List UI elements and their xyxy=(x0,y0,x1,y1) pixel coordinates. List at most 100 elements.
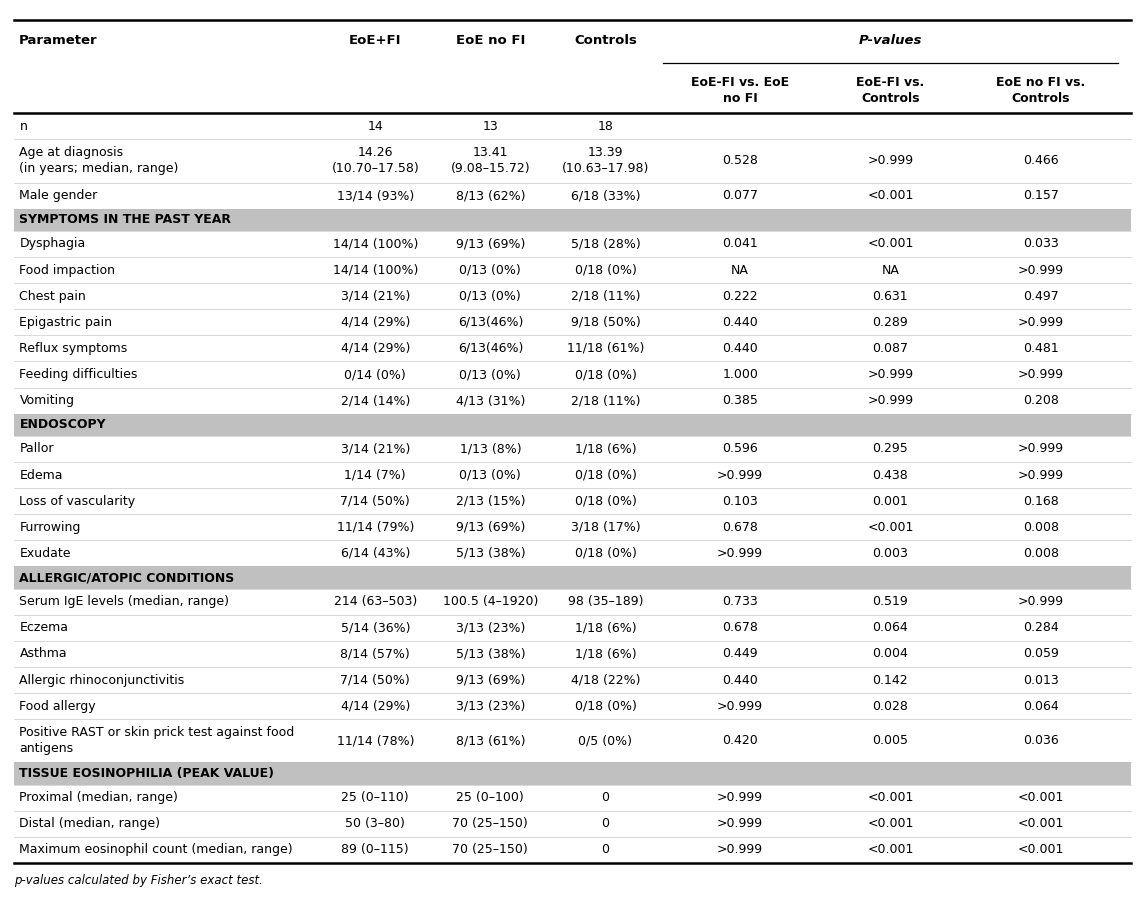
Bar xyxy=(14,488,1131,514)
Text: 0.449: 0.449 xyxy=(722,648,758,660)
Text: 4/14 (29%): 4/14 (29%) xyxy=(340,316,410,329)
Bar xyxy=(14,693,1131,719)
Text: >0.999: >0.999 xyxy=(1018,316,1064,329)
Text: 98 (35–189): 98 (35–189) xyxy=(568,596,643,608)
Text: Edema: Edema xyxy=(19,468,63,482)
Bar xyxy=(14,462,1131,488)
Text: 2/18 (11%): 2/18 (11%) xyxy=(570,394,640,407)
Text: 0.033: 0.033 xyxy=(1022,238,1059,250)
Text: 0.528: 0.528 xyxy=(722,154,758,168)
Text: 0.497: 0.497 xyxy=(1022,290,1059,302)
Text: 1/18 (6%): 1/18 (6%) xyxy=(575,442,637,456)
Text: Reflux symptoms: Reflux symptoms xyxy=(19,342,128,355)
Text: 9/18 (50%): 9/18 (50%) xyxy=(570,316,640,329)
Text: <0.001: <0.001 xyxy=(867,843,914,857)
Text: >0.999: >0.999 xyxy=(717,817,764,831)
Text: 100.5 (4–1920): 100.5 (4–1920) xyxy=(443,596,538,608)
Text: 0.438: 0.438 xyxy=(872,468,908,482)
Text: 0.596: 0.596 xyxy=(722,442,758,456)
Text: 13: 13 xyxy=(482,120,498,133)
Text: 0.028: 0.028 xyxy=(872,700,908,713)
Text: 6/13(46%): 6/13(46%) xyxy=(458,342,523,355)
Text: <0.001: <0.001 xyxy=(1018,791,1064,804)
Text: 0.295: 0.295 xyxy=(872,442,908,456)
Text: 0/14 (0%): 0/14 (0%) xyxy=(345,368,406,381)
Text: 0.440: 0.440 xyxy=(722,342,758,355)
Text: 2/18 (11%): 2/18 (11%) xyxy=(570,290,640,302)
Text: 0.440: 0.440 xyxy=(722,674,758,686)
Text: NA: NA xyxy=(732,264,749,276)
Text: 13.41
(9.08–15.72): 13.41 (9.08–15.72) xyxy=(450,146,530,176)
Text: 0.519: 0.519 xyxy=(872,596,908,608)
Text: 0/18 (0%): 0/18 (0%) xyxy=(575,547,637,560)
Text: 11/18 (61%): 11/18 (61%) xyxy=(567,342,645,355)
Text: 1/13 (8%): 1/13 (8%) xyxy=(459,442,521,456)
Text: 8/13 (61%): 8/13 (61%) xyxy=(456,735,526,747)
Text: EoE+FI: EoE+FI xyxy=(349,34,402,47)
Text: 6/13(46%): 6/13(46%) xyxy=(458,316,523,329)
Bar xyxy=(14,283,1131,309)
Text: 0/18 (0%): 0/18 (0%) xyxy=(575,700,637,713)
Text: 14: 14 xyxy=(368,120,384,133)
Bar xyxy=(14,811,1131,837)
Text: EoE no FI vs.
Controls: EoE no FI vs. Controls xyxy=(996,76,1085,105)
Text: 0/13 (0%): 0/13 (0%) xyxy=(459,290,521,302)
Bar xyxy=(14,436,1131,462)
Text: 4/13 (31%): 4/13 (31%) xyxy=(456,394,526,407)
Text: 0.077: 0.077 xyxy=(722,189,758,202)
Text: 0.208: 0.208 xyxy=(1022,394,1059,407)
Text: 70 (25–150): 70 (25–150) xyxy=(452,817,528,831)
Bar xyxy=(14,231,1131,257)
Text: >0.999: >0.999 xyxy=(717,468,764,482)
Text: 0/13 (0%): 0/13 (0%) xyxy=(459,264,521,276)
Text: <0.001: <0.001 xyxy=(867,238,914,250)
Bar xyxy=(14,614,1131,641)
Text: >0.999: >0.999 xyxy=(868,394,914,407)
Text: Male gender: Male gender xyxy=(19,189,97,202)
Text: 70 (25–150): 70 (25–150) xyxy=(452,843,528,857)
Text: Food impaction: Food impaction xyxy=(19,264,116,276)
Text: TISSUE EOSINOPHILIA (PEAK VALUE): TISSUE EOSINOPHILIA (PEAK VALUE) xyxy=(19,767,275,780)
Bar xyxy=(14,667,1131,693)
Text: 9/13 (69%): 9/13 (69%) xyxy=(456,674,526,686)
Text: Serum IgE levels (median, range): Serum IgE levels (median, range) xyxy=(19,596,229,608)
Text: SYMPTOMS IN THE PAST YEAR: SYMPTOMS IN THE PAST YEAR xyxy=(19,213,231,226)
Text: 0.284: 0.284 xyxy=(1022,622,1059,634)
Text: 14.26
(10.70–17.58): 14.26 (10.70–17.58) xyxy=(331,146,419,176)
Text: 3/13 (23%): 3/13 (23%) xyxy=(456,622,526,634)
Text: 18: 18 xyxy=(598,120,614,133)
Text: 0.678: 0.678 xyxy=(722,521,758,534)
Text: 1/18 (6%): 1/18 (6%) xyxy=(575,648,637,660)
Text: 6/18 (33%): 6/18 (33%) xyxy=(570,189,640,202)
Text: 5/13 (38%): 5/13 (38%) xyxy=(456,648,526,660)
Text: Exudate: Exudate xyxy=(19,547,71,560)
Text: 3/14 (21%): 3/14 (21%) xyxy=(340,290,410,302)
Text: 11/14 (78%): 11/14 (78%) xyxy=(337,735,414,747)
Text: <0.001: <0.001 xyxy=(867,817,914,831)
Text: 0.036: 0.036 xyxy=(1022,735,1059,747)
Text: >0.999: >0.999 xyxy=(1018,442,1064,456)
Text: Proximal (median, range): Proximal (median, range) xyxy=(19,791,179,804)
Text: 0.003: 0.003 xyxy=(872,547,908,560)
Text: <0.001: <0.001 xyxy=(867,791,914,804)
Text: 0/18 (0%): 0/18 (0%) xyxy=(575,494,637,508)
Text: 5/14 (36%): 5/14 (36%) xyxy=(340,622,410,634)
Text: 0.678: 0.678 xyxy=(722,622,758,634)
Bar xyxy=(14,257,1131,283)
Bar xyxy=(14,719,1131,762)
Bar xyxy=(14,762,1131,785)
Text: >0.999: >0.999 xyxy=(868,368,914,381)
Text: 2/13 (15%): 2/13 (15%) xyxy=(456,494,526,508)
Text: 0.142: 0.142 xyxy=(872,674,908,686)
Text: 0/13 (0%): 0/13 (0%) xyxy=(459,368,521,381)
Text: 0/18 (0%): 0/18 (0%) xyxy=(575,264,637,276)
Text: 8/13 (62%): 8/13 (62%) xyxy=(456,189,526,202)
Text: Maximum eosinophil count (median, range): Maximum eosinophil count (median, range) xyxy=(19,843,293,857)
Text: 4/18 (22%): 4/18 (22%) xyxy=(570,674,640,686)
Text: >0.999: >0.999 xyxy=(1018,264,1064,276)
Text: <0.001: <0.001 xyxy=(867,189,914,202)
Text: NA: NA xyxy=(882,264,899,276)
Text: 13.39
(10.63–17.98): 13.39 (10.63–17.98) xyxy=(562,146,649,176)
Bar xyxy=(14,588,1131,614)
Text: <0.001: <0.001 xyxy=(1018,843,1064,857)
